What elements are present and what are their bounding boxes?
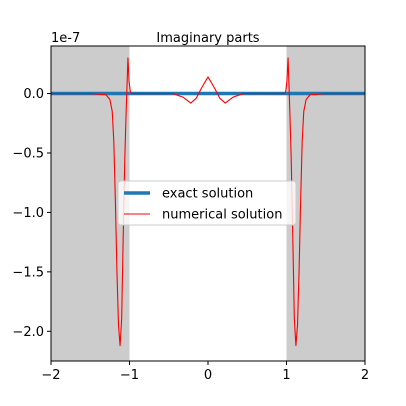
legend-label-exact: exact solution	[162, 187, 253, 202]
legend-box	[117, 180, 297, 226]
x-tick-label: 2	[361, 368, 369, 383]
x-tick-label: −2	[41, 368, 60, 383]
shaded-regions	[51, 46, 365, 361]
y-offset-label: 1e-7	[51, 31, 80, 46]
x-tick-label: 1	[282, 368, 290, 383]
series-line-numerical	[51, 57, 365, 347]
legend: exact solution numerical solution	[117, 180, 297, 226]
ticks: −2 −1 0 1 2 0.0 −0.5 −1.0 −1.5 −2.0	[12, 87, 369, 383]
shaded-region-0	[51, 46, 130, 361]
y-tick-label: −1.0	[12, 206, 44, 221]
y-tick-label: −0.5	[12, 146, 44, 161]
y-tick-label: −1.5	[12, 265, 44, 280]
x-tick-label: −1	[120, 368, 139, 383]
legend-label-numerical: numerical solution	[162, 208, 282, 223]
chart-title: Imaginary parts	[156, 31, 259, 46]
y-tick-label: 0.0	[23, 87, 44, 102]
series-lines	[51, 57, 365, 347]
x-tick-label: 0	[204, 368, 212, 383]
shaded-region-1	[286, 46, 365, 361]
y-tick-label: −2.0	[12, 325, 44, 340]
